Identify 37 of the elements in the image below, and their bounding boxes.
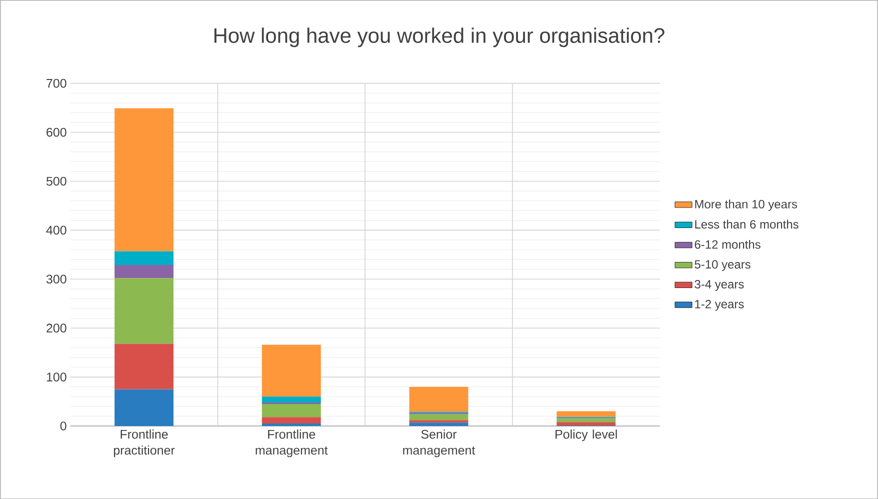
legend-label: 3-4 years [694,280,744,291]
y-tick-label: 600 [46,128,66,137]
y-tick-label: 400 [46,226,66,234]
bar [114,278,174,344]
bar [409,422,468,426]
x-tick-label: Frontline management [256,429,328,457]
legend-label: 6-12 months [694,240,760,249]
x-tick-label: Policy level [556,429,617,442]
bar [114,251,174,265]
legend-label: Less than 6 months [695,220,798,228]
chart-title: How long have you worked in your organisation? [214,27,664,47]
bar [114,344,174,390]
bar [556,411,616,418]
bar [262,396,321,402]
bar [262,417,321,424]
x-tick-label: Senior management [403,429,476,457]
bar [556,418,616,422]
y-tick-label: 500 [46,176,66,186]
bar [409,414,468,420]
bar [556,422,616,426]
bar [114,108,174,252]
y-tick-label: 0 [60,421,66,430]
legend-label: 5-10 years [694,260,750,271]
y-tick-label: 700 [46,78,66,88]
bar [262,344,321,396]
y-tick-label: 200 [46,324,66,332]
bar [409,420,468,422]
bar [114,389,174,426]
x-tick-label: Frontline practitioner [114,429,175,457]
legend-label: 1-2 years [695,300,744,311]
legend-label: More than 10 years [695,199,798,211]
bar [114,264,174,278]
bar [262,404,321,418]
bar [409,386,468,412]
y-tick-label: 100 [46,372,66,382]
bar [262,423,321,426]
y-tick-label: 300 [46,274,66,284]
